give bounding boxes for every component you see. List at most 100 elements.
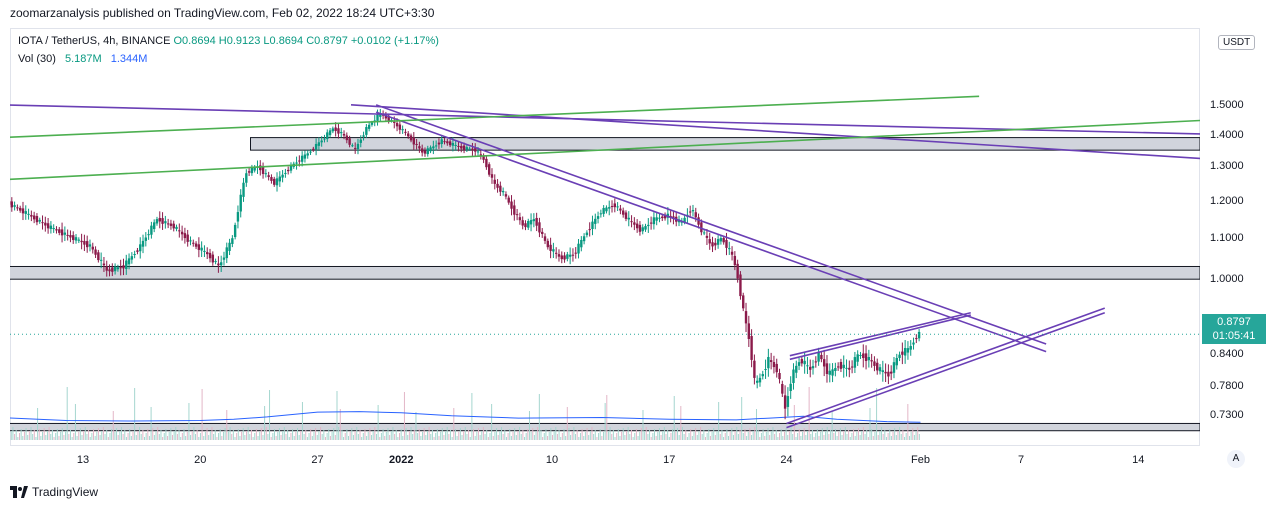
candle-body[interactable] [471, 148, 474, 151]
candle-body[interactable] [448, 141, 452, 146]
candle-body[interactable] [46, 223, 50, 229]
candle-body[interactable] [744, 311, 748, 324]
candle-body[interactable] [806, 365, 809, 367]
candle-body[interactable] [387, 115, 390, 122]
candle-body[interactable] [479, 154, 483, 156]
purple-trendline[interactable] [350, 104, 1200, 160]
candle-body[interactable] [289, 164, 293, 171]
candle-body[interactable] [560, 255, 563, 260]
candle-body[interactable] [259, 165, 262, 171]
purple-trendline[interactable] [786, 311, 1106, 429]
candle-body[interactable] [862, 353, 865, 358]
candle-body[interactable] [189, 240, 192, 242]
candle-body[interactable] [753, 360, 756, 378]
candle-body[interactable] [164, 221, 167, 224]
candle-body[interactable] [186, 234, 189, 242]
candle-body[interactable] [83, 240, 86, 245]
candle-body[interactable] [878, 367, 882, 372]
candle-body[interactable] [429, 147, 432, 152]
candle-body[interactable] [836, 366, 840, 368]
candle-body[interactable] [21, 208, 25, 214]
candle-body[interactable] [393, 121, 396, 123]
candle-body[interactable] [300, 155, 304, 162]
candle-body[interactable] [150, 225, 153, 235]
candle-body[interactable] [437, 142, 441, 145]
candle-body[interactable] [80, 240, 83, 243]
candle-body[interactable] [264, 173, 268, 175]
candle-body[interactable] [728, 248, 731, 250]
candle-body[interactable] [116, 267, 120, 270]
candle-body[interactable] [314, 143, 318, 150]
candle-body[interactable] [870, 360, 873, 362]
candle-body[interactable] [404, 131, 407, 133]
candle-body[interactable] [708, 239, 711, 244]
candle-body[interactable] [16, 207, 19, 209]
candle-body[interactable] [27, 213, 30, 215]
candle-body[interactable] [627, 217, 630, 220]
candle-body[interactable] [158, 217, 161, 222]
candle-body[interactable] [577, 243, 580, 254]
candle-body[interactable] [820, 354, 823, 360]
candle-body[interactable] [446, 141, 449, 144]
candle-body[interactable] [133, 254, 136, 256]
candle-body[interactable] [152, 222, 156, 230]
purple-trendline[interactable] [789, 311, 971, 357]
purple-trendline[interactable] [375, 111, 1047, 353]
candle-body[interactable] [750, 336, 753, 360]
candle-body[interactable] [719, 238, 723, 242]
candle-body[interactable] [700, 222, 703, 233]
candle-body[interactable] [465, 147, 469, 150]
candle-body[interactable] [261, 167, 265, 174]
candle-body[interactable] [515, 214, 519, 216]
candle-body[interactable] [538, 222, 541, 233]
candle-body[interactable] [772, 362, 776, 368]
candle-body[interactable] [856, 354, 859, 362]
purple-trendline[interactable] [375, 104, 1047, 345]
candle-body[interactable] [909, 346, 912, 350]
candle-body[interactable] [697, 217, 700, 225]
brand-name[interactable]: TradingView [32, 485, 99, 499]
candle-body[interactable] [848, 367, 851, 370]
candle-body[interactable] [895, 357, 898, 366]
candle-body[interactable] [616, 206, 619, 208]
candle-body[interactable] [284, 172, 287, 174]
purple-trendline[interactable] [786, 307, 1106, 425]
candle-body[interactable] [781, 384, 784, 394]
candle-body[interactable] [644, 226, 647, 230]
candle-body[interactable] [543, 236, 547, 241]
candle-body[interactable] [906, 348, 910, 353]
candle-body[interactable] [619, 208, 622, 211]
candle-body[interactable] [166, 223, 170, 225]
candle-body[interactable] [298, 160, 301, 162]
candle-body[interactable] [460, 146, 463, 149]
candle-body[interactable] [72, 235, 75, 240]
candle-body[interactable] [52, 228, 55, 230]
candle-body[interactable] [125, 260, 128, 269]
candle-body[interactable] [275, 178, 279, 186]
candle-body[interactable] [599, 213, 603, 215]
candle-body[interactable] [825, 363, 829, 374]
candle-body[interactable] [192, 242, 195, 244]
candle-body[interactable] [183, 233, 187, 239]
tradingview-logo-icon[interactable] [10, 486, 28, 498]
candle-body[interactable] [490, 174, 494, 178]
candle-body[interactable] [281, 174, 284, 178]
candle-body[interactable] [811, 366, 815, 369]
candle-body[interactable] [356, 143, 360, 150]
green-trendline[interactable] [10, 95, 980, 138]
candle-body[interactable] [641, 227, 644, 232]
candle-body[interactable] [225, 247, 228, 259]
candle-body[interactable] [74, 237, 78, 241]
candle-body[interactable] [585, 232, 589, 236]
candle-body[interactable] [306, 153, 309, 156]
candle-body[interactable] [337, 128, 340, 134]
candle-body[interactable] [510, 201, 513, 209]
candle-body[interactable] [102, 263, 106, 266]
candle-body[interactable] [376, 114, 379, 121]
candle-body[interactable] [767, 356, 770, 369]
candle-body[interactable] [476, 151, 480, 153]
candle-body[interactable] [496, 183, 499, 188]
candle-body[interactable] [661, 216, 664, 219]
candle-body[interactable] [418, 146, 421, 149]
candle-body[interactable] [822, 359, 826, 367]
